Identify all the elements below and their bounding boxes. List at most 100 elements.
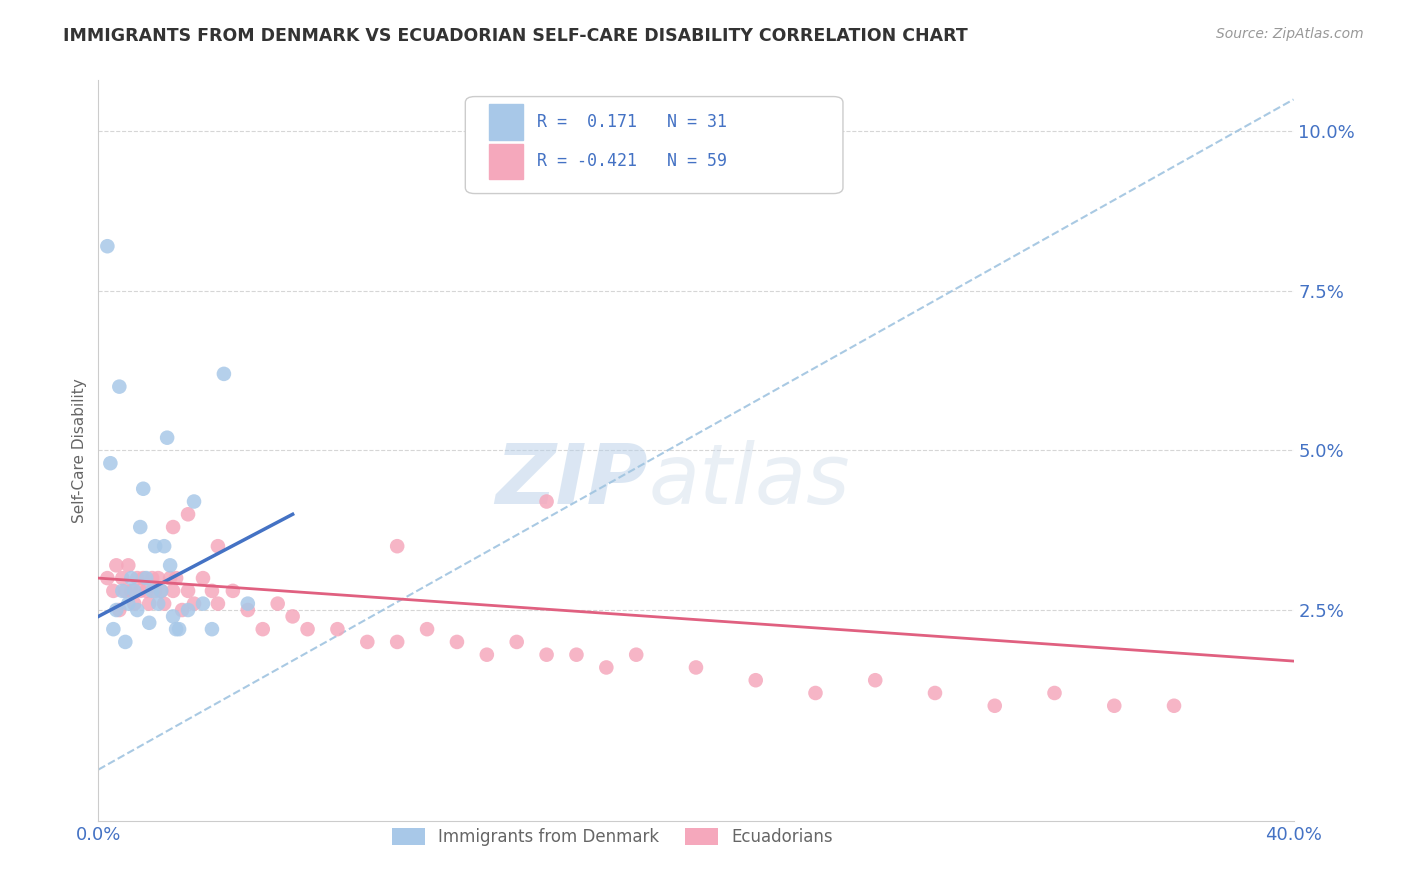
Bar [489,144,523,179]
Point [127,603,149,617]
Point [114,583,136,598]
Point [138,615,160,630]
Point [96,239,118,253]
Point [117,597,139,611]
Point [865,673,887,688]
Text: R =  0.171   N = 31: R = 0.171 N = 31 [537,113,727,131]
Point [385,539,409,553]
Point [1104,698,1126,713]
Point [150,583,173,598]
Point [159,571,181,585]
Point [565,648,588,662]
Point [143,539,166,553]
Point [127,571,149,585]
Point [124,583,146,598]
Point [1163,698,1185,713]
Point [143,583,166,598]
Point [177,583,200,598]
Point [804,686,827,700]
Text: ZIP: ZIP [495,440,648,521]
Point [212,367,235,381]
Point [177,508,200,522]
FancyBboxPatch shape [465,96,844,194]
Point [191,597,214,611]
Text: R = -0.421   N = 59: R = -0.421 N = 59 [537,153,727,170]
Point [416,622,439,636]
Text: atlas: atlas [648,440,849,521]
Point [475,648,498,662]
Text: IMMIGRANTS FROM DENMARK VS ECUADORIAN SELF-CARE DISABILITY CORRELATION CHART: IMMIGRANTS FROM DENMARK VS ECUADORIAN SE… [63,27,967,45]
Point [595,660,617,674]
Text: Source: ZipAtlas.com: Source: ZipAtlas.com [1216,27,1364,41]
Y-axis label: Self-Care Disability: Self-Care Disability [72,378,87,523]
Point [685,660,707,674]
Point [103,622,125,636]
Point [105,558,128,573]
Point [162,583,184,598]
Point [103,583,125,598]
Point [626,648,648,662]
Point [135,571,157,585]
Point [745,673,768,688]
Point [201,583,224,598]
Point [153,539,176,553]
Point [326,622,349,636]
Point [236,597,259,611]
Point [183,494,205,508]
Point [167,622,190,636]
Point [536,494,558,508]
Point [162,609,184,624]
Point [924,686,946,700]
Point [141,571,163,585]
Point [236,603,259,617]
Point [156,431,179,445]
Point [129,520,152,534]
Point [281,609,304,624]
Point [108,379,131,393]
Point [1043,686,1066,700]
Point [165,571,187,585]
Point [120,571,142,585]
Point [96,571,118,585]
Point [201,622,224,636]
Point [984,698,1007,713]
Point [165,622,187,636]
Point [446,635,468,649]
Point [132,482,155,496]
Point [222,583,245,598]
Point [536,648,558,662]
Point [129,583,152,598]
Legend: Immigrants from Denmark, Ecuadorians: Immigrants from Denmark, Ecuadorians [385,822,839,853]
Point [297,622,319,636]
Point [207,539,229,553]
Point [124,597,146,611]
Point [385,635,409,649]
Point [148,597,170,611]
Point [108,603,131,617]
Point [267,597,290,611]
Point [138,597,160,611]
Point [98,456,122,470]
Point [162,520,184,534]
Point [356,635,378,649]
Point [207,597,229,611]
Point [148,571,170,585]
Point [506,635,529,649]
Point [105,603,128,617]
Bar [489,104,523,140]
Point [172,603,194,617]
Point [117,558,139,573]
Point [150,583,173,598]
Point [159,558,181,573]
Point [191,571,214,585]
Point [132,571,155,585]
Point [114,635,136,649]
Point [111,583,134,598]
Point [252,622,274,636]
Point [141,583,163,598]
Point [153,597,176,611]
Point [120,583,142,598]
Point [135,583,157,598]
Point [111,571,134,585]
Point [177,603,200,617]
